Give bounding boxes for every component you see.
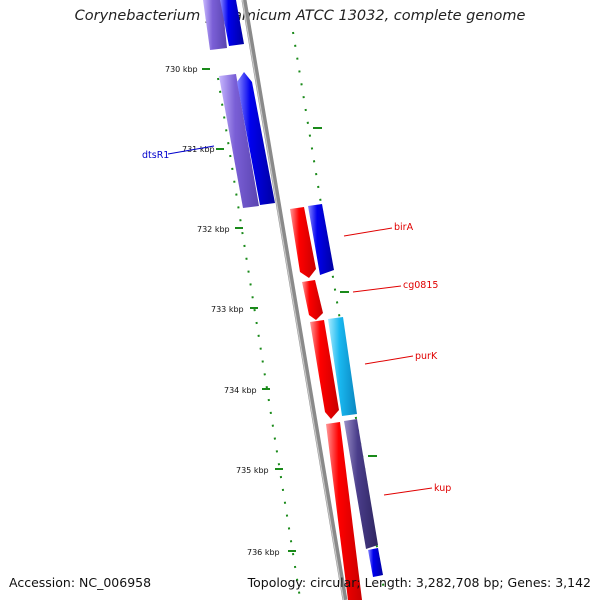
gene-feature-cyan-purK[interactable]: [328, 317, 357, 416]
gene-feature-blue-birA[interactable]: [308, 204, 334, 275]
gene-feature-blue-top[interactable]: [220, 0, 244, 46]
genome-backbone: [241, 0, 348, 600]
tick-label-734: 734 kbp: [224, 386, 257, 395]
tick-label-733: 733 kbp: [211, 305, 244, 314]
tick-label-732: 732 kbp: [197, 225, 230, 234]
gene-label-kup[interactable]: kup: [434, 483, 451, 494]
gene-label-dtsR1[interactable]: dtsR1: [142, 150, 169, 161]
accession-text: Accession: NC_006958: [9, 575, 152, 590]
tick-label-735: 735 kbp: [236, 466, 269, 475]
gene-feature-purple-dtsR1[interactable]: [219, 74, 259, 208]
gene-feature-navy-kup[interactable]: [344, 419, 378, 549]
gene-features-left: [203, 0, 275, 208]
gene-label-purK[interactable]: purK: [415, 351, 438, 362]
gene-features-right: [290, 204, 383, 600]
genome-summary-text: Topology: circular; Length: 3,282,708 bp…: [247, 575, 591, 590]
tick-label-730: 730 kbp: [165, 65, 198, 74]
gene-feature-red-3[interactable]: [326, 422, 362, 600]
map-title: Corynebacterium glutamicum ATCC 13032, c…: [74, 8, 526, 24]
major-ticks: [202, 68, 377, 552]
gene-label-birA[interactable]: birA: [394, 222, 414, 233]
gene-label-cg0815[interactable]: cg0815: [403, 280, 438, 291]
gene-feature-red-cg0815[interactable]: [302, 280, 323, 320]
tick-label-736: 736 kbp: [247, 548, 280, 557]
gene-feature-red-2[interactable]: [310, 320, 339, 419]
tick-label-731: 731 kbp: [182, 145, 215, 154]
tick-labels: 730 kbp 731 kbp 732 kbp 733 kbp 734 kbp …: [165, 65, 280, 557]
gene-feature-purple-top[interactable]: [203, 0, 227, 50]
gene-feature-red-1[interactable]: [290, 207, 316, 278]
gene-labels: dtsR1 birA cg0815 purK kup: [142, 145, 451, 496]
gene-feature-blue[interactable]: [237, 72, 275, 205]
gene-feature-blue-bottom[interactable]: [368, 548, 383, 577]
